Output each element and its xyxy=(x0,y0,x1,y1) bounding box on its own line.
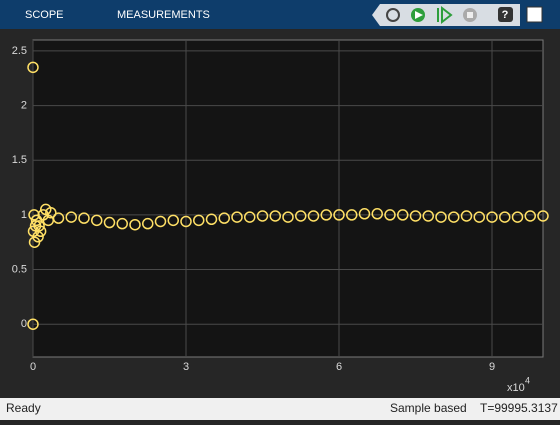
data-point xyxy=(91,214,103,227)
data-point xyxy=(511,211,524,223)
data-point xyxy=(205,213,218,226)
data-point xyxy=(537,210,549,222)
data-point xyxy=(448,211,460,223)
data-point xyxy=(333,209,345,221)
status-text: Ready xyxy=(6,401,41,415)
tab[interactable]: SCOPE xyxy=(25,9,64,21)
data-point xyxy=(142,217,154,230)
undock-button[interactable] xyxy=(526,6,543,23)
status-bar: Ready Sample based T=99995.3137 xyxy=(0,398,560,420)
data-point xyxy=(384,209,396,221)
data-point xyxy=(397,209,409,221)
data-point xyxy=(524,210,536,222)
data-point xyxy=(129,218,141,231)
data-point xyxy=(218,212,230,224)
x-tick-label: 0 xyxy=(30,361,36,373)
data-point xyxy=(180,215,192,228)
data-point xyxy=(320,209,332,221)
data-point xyxy=(371,208,383,220)
data-point xyxy=(78,212,90,224)
axes xyxy=(32,39,544,358)
data-point xyxy=(193,214,205,227)
data-point xyxy=(32,231,44,243)
data-point xyxy=(473,211,485,223)
x-tick-label: 9 xyxy=(489,361,495,373)
data-point xyxy=(45,206,57,219)
y-tick-label: 2 xyxy=(21,99,27,111)
data-point xyxy=(27,61,39,74)
toolstrip: SCOPE MEASUREMENTS ? xyxy=(0,0,560,29)
x-exponent-base: x10 xyxy=(507,382,525,394)
data-point xyxy=(103,216,116,229)
plot xyxy=(27,40,549,357)
data-point xyxy=(116,217,128,230)
help-icon: ? xyxy=(502,9,509,21)
data-point xyxy=(244,211,256,223)
step-back-button[interactable] xyxy=(386,8,400,22)
data-point xyxy=(154,215,167,228)
data-point xyxy=(28,209,40,221)
data-point xyxy=(231,211,243,223)
x-tick-label: 3 xyxy=(183,361,189,373)
sim-time: T=99995.3137 xyxy=(480,401,558,415)
data-point xyxy=(33,220,45,232)
y-tick-label: 0.5 xyxy=(12,263,27,275)
data-point xyxy=(52,212,65,224)
data-point xyxy=(282,211,294,223)
data-point xyxy=(358,208,371,220)
data-point xyxy=(346,209,358,221)
data-point xyxy=(307,210,320,222)
run-icon xyxy=(415,11,423,19)
data-point xyxy=(486,211,498,223)
data-point xyxy=(435,211,447,223)
status-bg xyxy=(0,398,560,420)
y-tick-label: 1.5 xyxy=(12,154,27,166)
stop-icon xyxy=(467,12,473,18)
data-point xyxy=(295,210,307,222)
tab[interactable]: MEASUREMENTS xyxy=(117,9,210,21)
data-point xyxy=(65,211,77,223)
quick-access-bar xyxy=(372,4,520,26)
data-point xyxy=(269,210,281,222)
y-tick-label: 0 xyxy=(21,318,27,330)
data-point xyxy=(409,210,422,222)
data-point xyxy=(27,318,39,330)
step-forward-button[interactable] xyxy=(437,5,453,25)
data-point xyxy=(422,210,434,222)
x-exponent-power: 4 xyxy=(525,375,530,385)
data-point xyxy=(499,211,511,223)
sample-mode: Sample based xyxy=(390,401,467,415)
data-point xyxy=(167,214,179,227)
data-point xyxy=(34,225,47,238)
help-button[interactable] xyxy=(498,7,513,22)
y-tick-label: 2.5 xyxy=(12,45,27,57)
y-tick-label: 1 xyxy=(21,209,27,221)
x-tick-label: 6 xyxy=(336,361,342,373)
data-point xyxy=(256,210,269,222)
data-point xyxy=(460,210,473,222)
